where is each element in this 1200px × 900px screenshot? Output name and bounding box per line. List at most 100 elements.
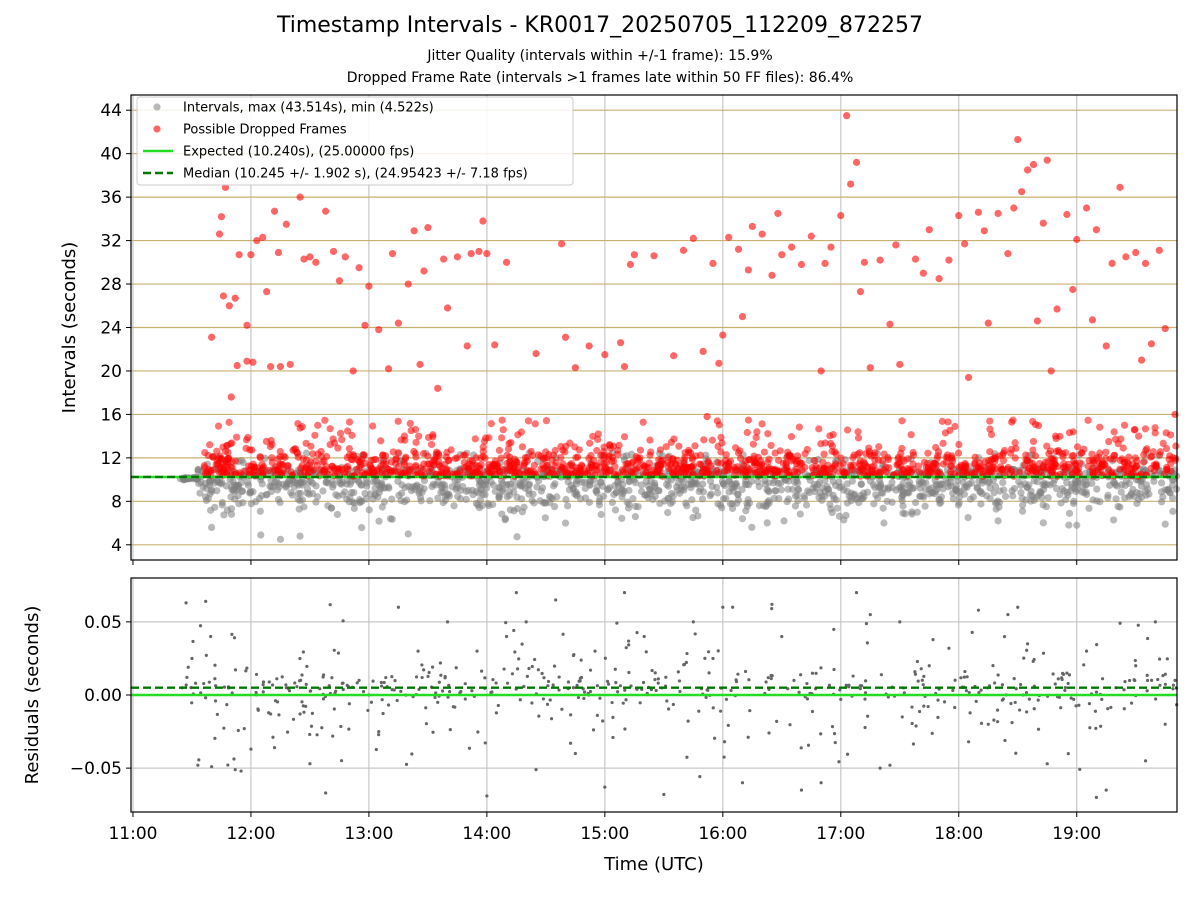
- dropped-frame-point: [383, 465, 391, 473]
- residual-point: [1063, 685, 1068, 690]
- residual-point: [748, 708, 752, 713]
- dropped-frame-point: [1162, 429, 1170, 437]
- residual-point: [422, 668, 426, 672]
- dropped-frame-point: [224, 455, 232, 463]
- residual-point: [1018, 682, 1023, 687]
- dropped-frame-point: [443, 304, 452, 312]
- interval-point: [513, 533, 521, 541]
- interval-point: [847, 493, 855, 501]
- interval-point: [729, 487, 737, 495]
- dropped-frame-point: [1060, 459, 1068, 468]
- interval-point: [1137, 478, 1145, 486]
- residual-point: [722, 740, 727, 744]
- residual-point: [665, 699, 669, 703]
- residual-point: [579, 658, 583, 662]
- dropped-frame-point: [1101, 461, 1109, 469]
- dropped-frame-point: [510, 464, 518, 472]
- residual-point: [414, 675, 419, 679]
- dropped-frame-point: [898, 444, 906, 453]
- dropped-frame-point: [1061, 449, 1070, 457]
- dropped-frame-point: [1156, 451, 1164, 459]
- dropped-frame-point: [949, 457, 957, 465]
- dropped-frame-point: [1004, 250, 1012, 258]
- residual-point: [650, 668, 654, 673]
- dropped-frame-point: [537, 465, 545, 473]
- residual-point: [993, 681, 997, 685]
- interval-point: [815, 478, 824, 486]
- dropped-frame-point: [298, 423, 306, 431]
- residual-point: [1065, 671, 1069, 675]
- residual-point: [1094, 726, 1098, 730]
- residual-point: [770, 674, 774, 678]
- dropped-frame-point: [231, 469, 240, 477]
- residual-point: [979, 721, 984, 725]
- dropped-frame-point: [262, 437, 271, 446]
- interval-point: [246, 489, 254, 497]
- residual-point: [424, 722, 429, 726]
- interval-point: [624, 504, 633, 512]
- residual-point: [922, 704, 926, 708]
- interval-point: [1157, 479, 1166, 487]
- legend-label-expected: Expected (10.240s), (25.00000 fps): [183, 145, 414, 160]
- dropped-frame-point: [626, 260, 635, 269]
- dropped-frame-point: [296, 193, 304, 201]
- residual-point: [1025, 710, 1029, 714]
- intervals-ytick-label: 4: [111, 536, 122, 556]
- interval-point: [513, 493, 521, 501]
- residual-point: [833, 740, 837, 745]
- residual-point: [430, 665, 435, 669]
- residual-point: [568, 741, 573, 745]
- residual-point: [926, 704, 930, 709]
- residual-point: [1032, 707, 1036, 711]
- interval-point: [1018, 501, 1027, 509]
- residual-point: [721, 605, 725, 609]
- dropped-frame-point: [856, 449, 864, 457]
- residual-point: [447, 689, 452, 694]
- interval-point: [1114, 502, 1122, 511]
- interval-point: [833, 504, 841, 512]
- interval-point: [742, 507, 750, 515]
- interval-point: [629, 495, 637, 503]
- residual-point: [399, 689, 403, 693]
- residual-point: [440, 689, 445, 693]
- dropped-frame-point: [1151, 424, 1159, 432]
- dropped-frame-point: [1068, 470, 1076, 478]
- dropped-frame-point: [388, 250, 397, 258]
- residual-point: [707, 671, 711, 675]
- residual-point: [320, 726, 324, 730]
- residual-point: [517, 657, 521, 661]
- dropped-frame-point: [650, 252, 658, 260]
- dropped-frame-point: [1063, 210, 1071, 219]
- residual-point: [775, 719, 779, 724]
- residual-point: [953, 705, 957, 710]
- interval-point: [475, 489, 483, 497]
- residual-point: [215, 712, 219, 717]
- dropped-frame-point: [593, 446, 601, 455]
- residual-point: [384, 675, 388, 680]
- dropped-frame-point: [390, 467, 398, 475]
- dropped-frame-point: [1029, 437, 1038, 446]
- residual-point: [424, 706, 428, 710]
- interval-point: [755, 502, 764, 510]
- dropped-frame-point: [375, 326, 383, 334]
- dropped-frame-point: [789, 455, 797, 463]
- residual-point: [614, 681, 618, 685]
- dropped-frame-point: [1135, 432, 1143, 440]
- interval-point: [734, 496, 743, 504]
- interval-point: [975, 477, 983, 485]
- residual-point: [297, 679, 302, 683]
- interval-point: [386, 515, 395, 523]
- interval-point: [690, 479, 698, 487]
- interval-point: [227, 510, 236, 518]
- dropped-frame-point: [1088, 450, 1096, 458]
- residual-point: [572, 653, 576, 657]
- dropped-frame-point: [268, 454, 276, 462]
- chart-title: Timestamp Intervals - KR0017_20250705_11…: [276, 13, 924, 38]
- interval-point: [218, 498, 226, 507]
- interval-point: [612, 489, 620, 497]
- residual-point: [588, 689, 593, 694]
- residual-point: [611, 735, 615, 740]
- interval-point: [1042, 503, 1050, 511]
- residual-point: [548, 698, 552, 702]
- intervals-ytick-label: 28: [100, 275, 122, 295]
